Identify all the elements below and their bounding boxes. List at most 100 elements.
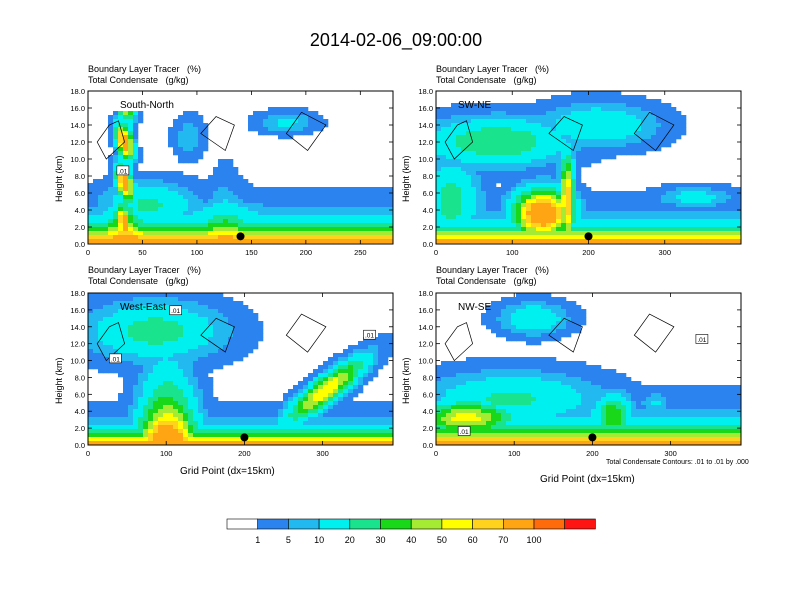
field-cell <box>173 187 179 192</box>
field-cell <box>288 215 294 220</box>
field-cell <box>308 223 314 228</box>
field-cell <box>363 361 369 366</box>
field-cell <box>143 397 149 402</box>
field-cell <box>561 305 567 310</box>
field-cell <box>541 231 547 236</box>
field-cell <box>128 365 134 370</box>
field-cell <box>626 123 632 128</box>
field-cell <box>273 211 279 216</box>
field-cell <box>163 429 169 434</box>
field-cell <box>133 227 139 232</box>
field-cell <box>536 227 542 232</box>
field-cell <box>318 191 324 196</box>
field-cell <box>133 349 139 354</box>
field-cell <box>163 345 169 350</box>
field-cell <box>696 235 702 240</box>
field-cell <box>681 183 687 188</box>
field-cell <box>143 215 149 220</box>
field-cell <box>546 99 552 104</box>
field-cell <box>571 127 577 132</box>
field-cell <box>213 429 219 434</box>
field-cell <box>546 191 552 196</box>
field-cell <box>676 239 682 244</box>
field-cell <box>551 195 557 200</box>
field-cell <box>138 155 144 160</box>
field-cell <box>546 123 552 128</box>
field-cell <box>466 163 472 168</box>
field-cell <box>611 219 617 224</box>
field-cell <box>143 429 149 434</box>
field-cell <box>591 207 597 212</box>
field-cell <box>586 147 592 152</box>
field-cell <box>368 195 374 200</box>
field-cell <box>258 409 264 414</box>
field-cell <box>153 215 159 220</box>
field-cell <box>133 199 139 204</box>
field-cell <box>343 377 349 382</box>
field-cell <box>153 381 159 386</box>
field-cell <box>213 301 219 306</box>
field-cell <box>611 147 617 152</box>
field-cell <box>178 155 184 160</box>
field-cell <box>203 309 209 314</box>
field-cell <box>368 441 374 446</box>
field-cell <box>213 325 219 330</box>
field-cell <box>288 409 294 414</box>
field-cell <box>656 139 662 144</box>
field-cell <box>188 207 194 212</box>
field-cell <box>153 417 159 422</box>
field-cell <box>601 131 607 136</box>
field-cell <box>98 413 104 418</box>
field-cell <box>611 99 617 104</box>
field-cell <box>223 333 229 338</box>
field-cell <box>293 231 299 236</box>
field-cell <box>541 183 547 188</box>
field-cell <box>158 385 164 390</box>
field-cell <box>203 219 209 224</box>
condensate-contour <box>285 111 327 152</box>
field-cell <box>183 389 189 394</box>
field-cell <box>706 235 712 240</box>
field-cell <box>451 167 457 172</box>
field-cell <box>168 393 174 398</box>
field-cell <box>158 223 164 228</box>
field-cell <box>128 389 134 394</box>
field-cell <box>436 195 442 200</box>
field-cell <box>128 219 134 224</box>
field-cell <box>123 119 129 124</box>
field-cell <box>526 219 532 224</box>
field-cell <box>238 179 244 184</box>
field-cell <box>461 143 467 148</box>
field-cell <box>88 187 94 192</box>
field-cell <box>521 183 527 188</box>
field-cell <box>486 151 492 156</box>
field-cell <box>313 425 319 430</box>
field-cell <box>476 235 482 240</box>
field-cell <box>293 413 299 418</box>
field-cell <box>113 127 119 132</box>
field-cell <box>456 191 462 196</box>
field-cell <box>323 227 329 232</box>
field-cell <box>368 191 374 196</box>
field-cell <box>711 215 717 220</box>
field-cell <box>531 143 537 148</box>
field-cell <box>188 333 194 338</box>
field-cell <box>168 223 174 228</box>
field-cell <box>611 203 617 208</box>
field-cell <box>113 227 119 232</box>
field-cell <box>133 123 139 128</box>
field-cell <box>103 195 109 200</box>
field-cell <box>661 239 667 244</box>
field-cell <box>651 103 657 108</box>
field-cell <box>343 211 349 216</box>
field-cell <box>333 203 339 208</box>
field-cell <box>188 159 194 164</box>
field-cell <box>358 389 364 394</box>
field-cell <box>198 353 204 358</box>
field-cell <box>128 147 134 152</box>
field-cell <box>621 219 627 224</box>
field-cell <box>626 127 632 132</box>
field-cell <box>373 413 379 418</box>
field-cell <box>288 211 294 216</box>
field-cell <box>363 231 369 236</box>
